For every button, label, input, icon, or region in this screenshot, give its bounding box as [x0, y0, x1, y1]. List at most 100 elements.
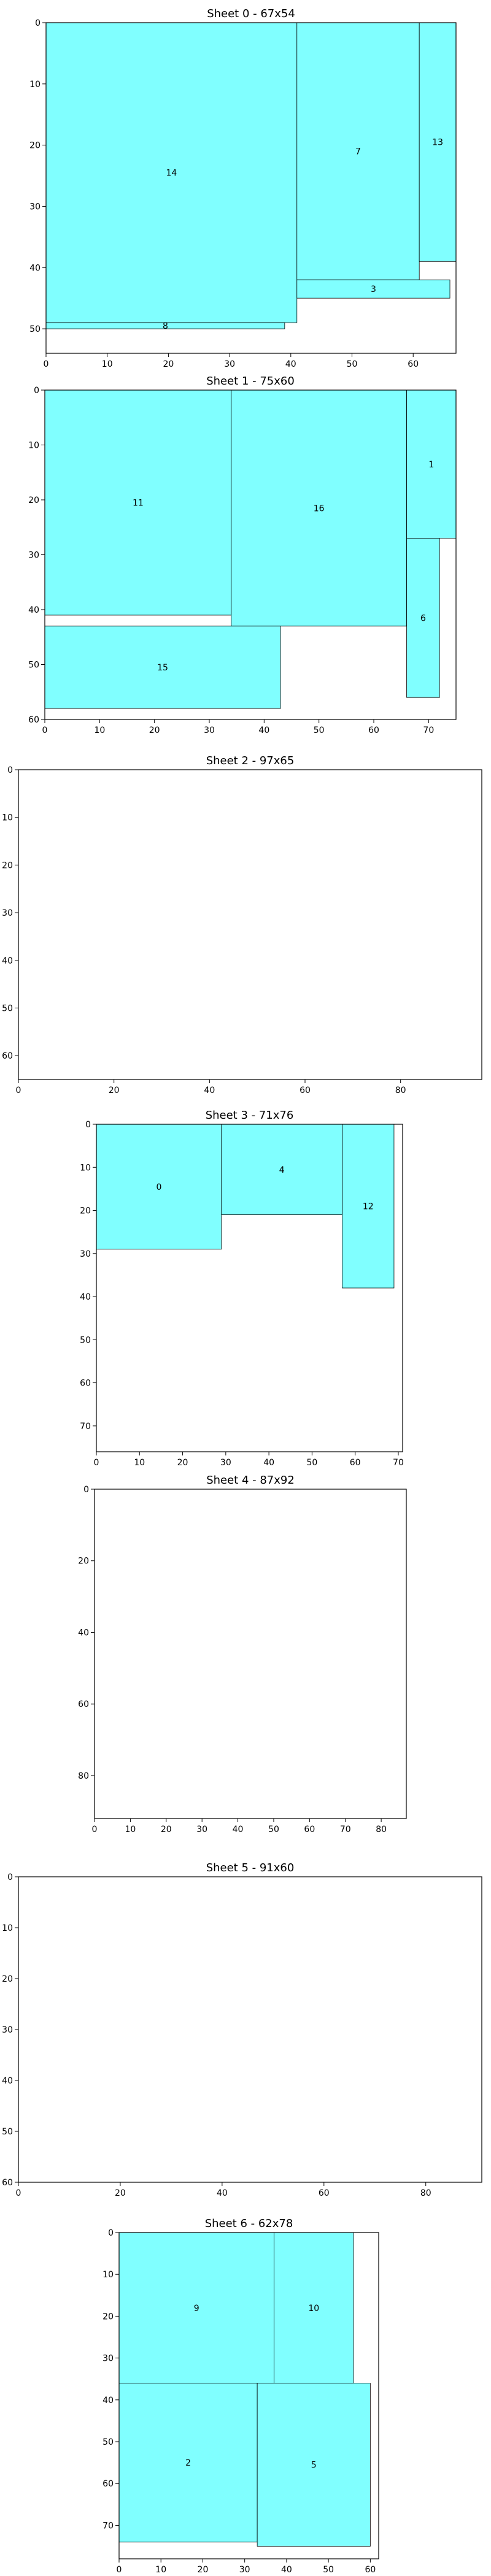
- x-tick-label: 60: [350, 1458, 361, 1468]
- x-tick-label: 0: [16, 2188, 21, 2198]
- x-tick-label: 10: [102, 359, 113, 369]
- x-tick-label: 50: [314, 726, 325, 735]
- x-tick-label: 20: [161, 1825, 172, 1834]
- piece-0: [96, 1124, 222, 1250]
- x-tick-label: 80: [395, 1086, 406, 1095]
- sheet-title: Sheet 6 - 62x78: [205, 2217, 293, 2230]
- x-tick-label: 20: [163, 359, 174, 369]
- piece-label: 3: [371, 285, 376, 294]
- x-tick-label: 50: [306, 1458, 317, 1468]
- x-tick-label: 40: [263, 1458, 274, 1468]
- x-tick-label: 10: [125, 1825, 136, 1834]
- x-tick-label: 20: [177, 1458, 188, 1468]
- y-tick-label: 10: [29, 80, 41, 90]
- piece-15: [44, 626, 281, 709]
- y-tick-label: 30: [28, 551, 39, 561]
- piece-label: 9: [194, 2304, 199, 2313]
- x-tick-label: 20: [109, 1086, 120, 1095]
- y-tick-label: 20: [2, 1974, 13, 1984]
- piece-label: 13: [432, 138, 443, 148]
- x-tick-label: 30: [224, 359, 235, 369]
- y-tick-label: 0: [7, 765, 13, 775]
- y-tick-label: 70: [80, 1422, 91, 1432]
- sheet-border: [18, 1876, 482, 2183]
- y-tick-label: 50: [2, 1003, 13, 1013]
- y-tick-label: 40: [29, 263, 41, 273]
- x-tick-label: 50: [268, 1825, 279, 1834]
- x-tick-label: 40: [281, 2565, 292, 2575]
- piece-label: 7: [355, 147, 361, 157]
- y-tick-label: 50: [102, 2437, 114, 2447]
- x-tick-label: 60: [319, 2188, 330, 2198]
- y-tick-label: 0: [34, 386, 39, 396]
- y-tick-label: 20: [29, 141, 41, 151]
- y-tick-label: 50: [29, 324, 41, 334]
- piece-7: [296, 22, 420, 280]
- y-tick-label: 0: [7, 1873, 13, 1882]
- y-tick-label: 20: [78, 1557, 89, 1566]
- x-tick-label: 0: [94, 1458, 99, 1468]
- y-tick-label: 0: [83, 1485, 89, 1495]
- y-tick-label: 30: [2, 2025, 13, 2035]
- y-tick-label: 60: [102, 2479, 114, 2489]
- y-tick-label: 10: [2, 813, 13, 823]
- x-tick-label: 0: [117, 2565, 122, 2575]
- y-tick-label: 10: [2, 1923, 13, 1933]
- x-tick-label: 0: [92, 1825, 98, 1834]
- x-tick-label: 40: [233, 1825, 244, 1834]
- y-tick-label: 50: [2, 2127, 13, 2137]
- piece-6: [406, 538, 440, 698]
- piece-16: [231, 389, 408, 627]
- y-tick-label: 60: [28, 715, 39, 725]
- piece-label: 1: [428, 460, 434, 470]
- sheet-title: Sheet 1 - 75x60: [206, 375, 295, 388]
- y-tick-label: 0: [35, 18, 41, 28]
- sheet-title: Sheet 3 - 71x76: [206, 1109, 294, 1122]
- y-tick-label: 20: [80, 1206, 91, 1216]
- piece-3: [296, 279, 450, 299]
- piece-4: [221, 1124, 343, 1215]
- piece-label: 11: [133, 498, 144, 508]
- y-tick-label: 60: [78, 1700, 89, 1709]
- piece-12: [342, 1124, 395, 1289]
- y-tick-label: 20: [28, 496, 39, 505]
- y-tick-label: 10: [28, 441, 39, 451]
- x-tick-label: 40: [217, 2188, 228, 2198]
- y-tick-label: 70: [102, 2521, 114, 2531]
- piece-label: 2: [185, 2458, 191, 2468]
- y-tick-label: 40: [2, 956, 13, 966]
- y-tick-label: 40: [80, 1292, 91, 1302]
- sheet-border: [94, 1489, 407, 1819]
- x-tick-label: 70: [393, 1458, 404, 1468]
- sheet-border: [18, 769, 482, 1080]
- x-tick-label: 0: [16, 1086, 21, 1095]
- y-tick-label: 10: [80, 1163, 91, 1173]
- piece-1: [406, 389, 457, 539]
- piece-label: 5: [311, 2461, 317, 2471]
- piece-label: 4: [279, 1165, 285, 1175]
- y-tick-label: 10: [102, 2270, 114, 2280]
- sheet-border: [45, 22, 457, 354]
- y-tick-label: 60: [80, 1379, 91, 1389]
- y-tick-label: 40: [78, 1628, 89, 1638]
- x-tick-label: 60: [368, 726, 379, 735]
- sheet-border: [118, 2232, 379, 2559]
- piece-label: 16: [314, 504, 325, 513]
- x-tick-label: 0: [44, 359, 49, 369]
- y-tick-label: 30: [29, 202, 41, 212]
- sheet-4-panel: Sheet 4 - 87x92 0 10 20 30 40 50 60 70 80 0 20 40 60 8…: [78, 1474, 407, 1834]
- piece-label: 14: [166, 169, 177, 178]
- x-tick-label: 60: [365, 2565, 376, 2575]
- y-tick-label: 60: [2, 2178, 13, 2188]
- piece-11: [44, 389, 232, 616]
- sheet-3-panel: Sheet 3 - 71x76 0 4 12 0 10 20 30 40 50 60 70 0 10 20 3…: [80, 1109, 404, 1468]
- x-tick-label: 10: [155, 2565, 166, 2575]
- piece-label: 0: [156, 1183, 161, 1192]
- x-tick-label: 20: [149, 726, 160, 735]
- x-tick-label: 50: [347, 359, 358, 369]
- x-tick-label: 60: [300, 1086, 311, 1095]
- y-tick-label: 30: [2, 908, 13, 918]
- sheet-title: Sheet 5 - 91x60: [206, 1861, 295, 1874]
